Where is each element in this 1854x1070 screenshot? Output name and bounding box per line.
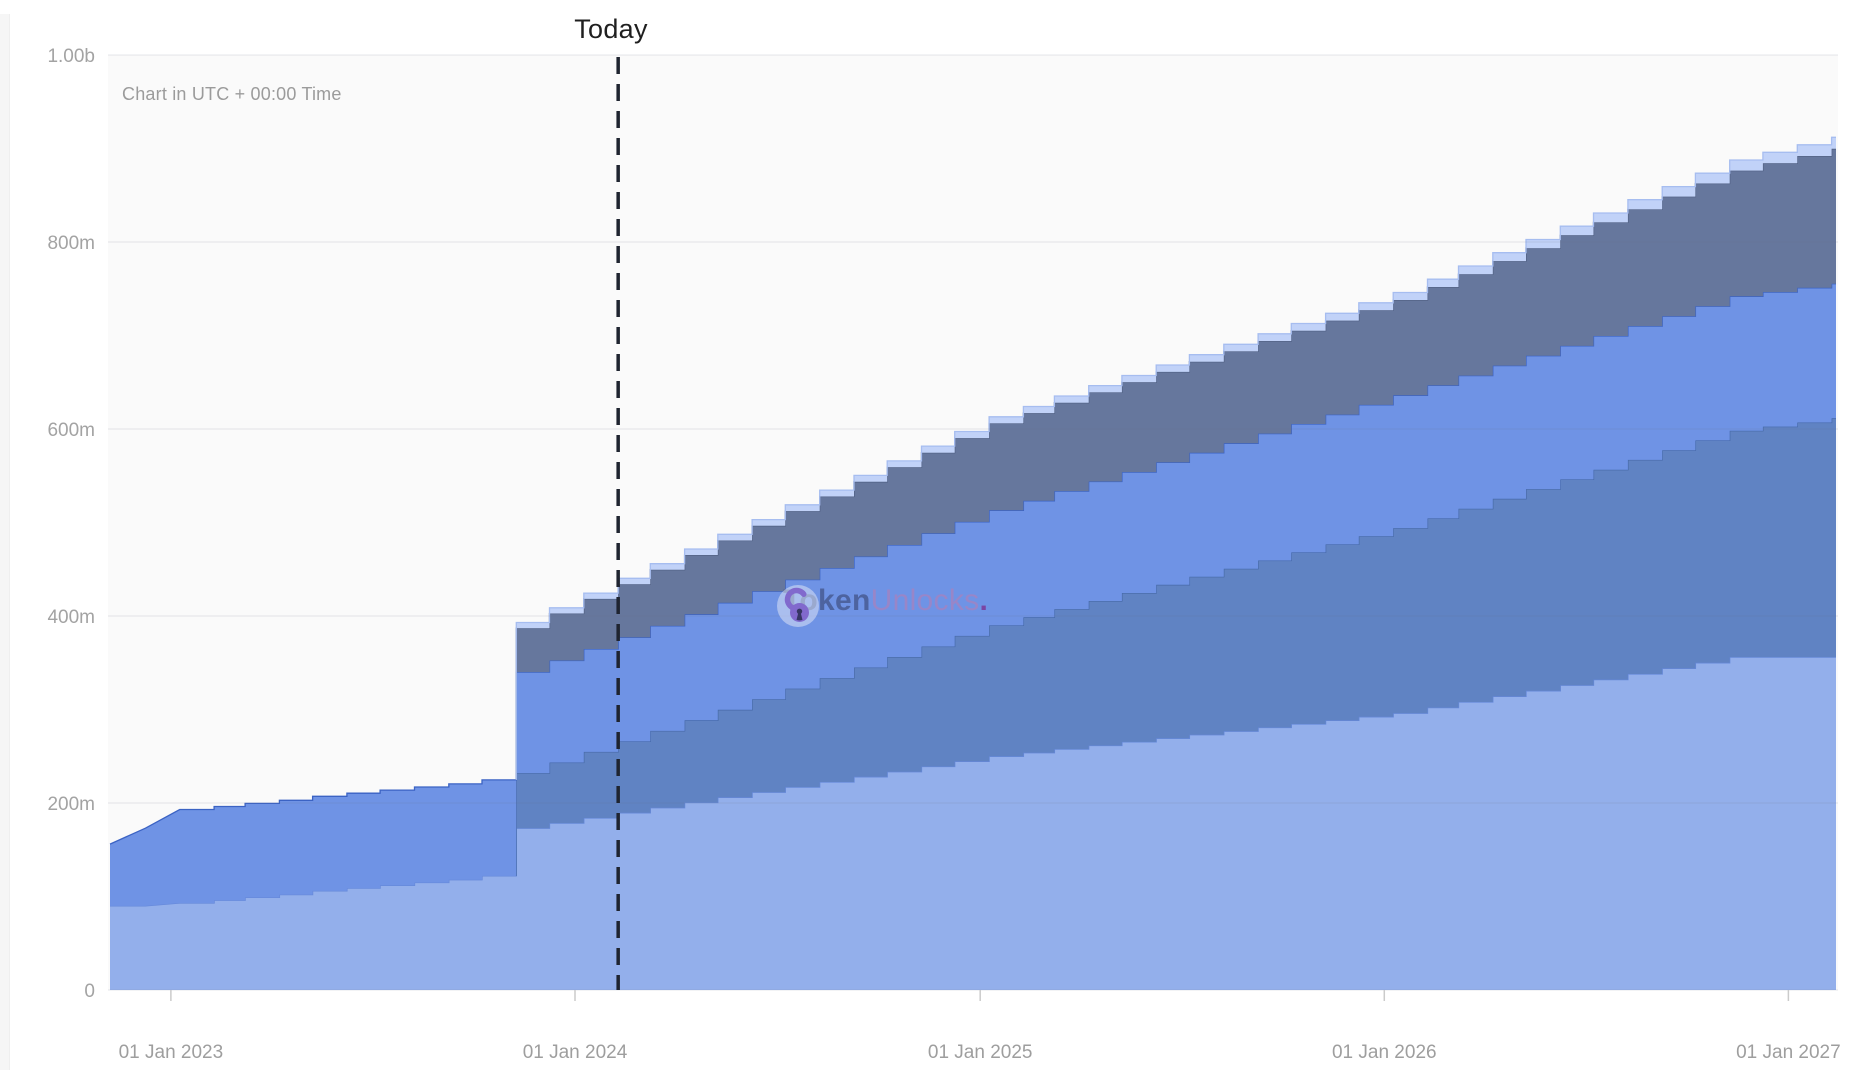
left-gutter — [0, 14, 10, 1070]
x-axis: 01 Jan 2023 01 Jan 2024 01 Jan 2025 01 Jan … — [119, 990, 1841, 1063]
gridlines — [108, 54, 1838, 991]
layer-2-steel-blue — [110, 418, 1836, 906]
x-tick-label: 01 Jan 2026 — [1332, 1042, 1437, 1063]
y-axis-labels: 0 200m 400m 600m 800m 1.00b — [47, 46, 95, 1002]
layer-4-slate-blue — [110, 148, 1836, 845]
y-tick-label: 800m — [47, 233, 95, 254]
x-tick-label: 01 Jan 2024 — [523, 1042, 628, 1063]
y-tick-label: 0 — [84, 981, 95, 1002]
y-tick-label: 600m — [47, 420, 95, 441]
y-tick-label: 200m — [47, 794, 95, 815]
x-tick-label: 01 Jan 2023 — [119, 1042, 224, 1063]
y-tick-label: 400m — [47, 607, 95, 628]
layer-5-pale-blue-cap-edge — [515, 136, 1836, 780]
layer-3-royal-blue — [110, 283, 1836, 906]
layer-1-light-periwinkle — [110, 657, 1836, 990]
timezone-note: Chart in UTC + 00:00 Time — [122, 84, 342, 104]
x-tick-label: 01 Jan 2027 — [1736, 1042, 1841, 1063]
x-tick-label: 01 Jan 2025 — [928, 1042, 1033, 1063]
area-layers — [109, 136, 1836, 990]
y-tick-label: 1.00b — [47, 46, 95, 67]
today-label: Today — [574, 14, 648, 44]
